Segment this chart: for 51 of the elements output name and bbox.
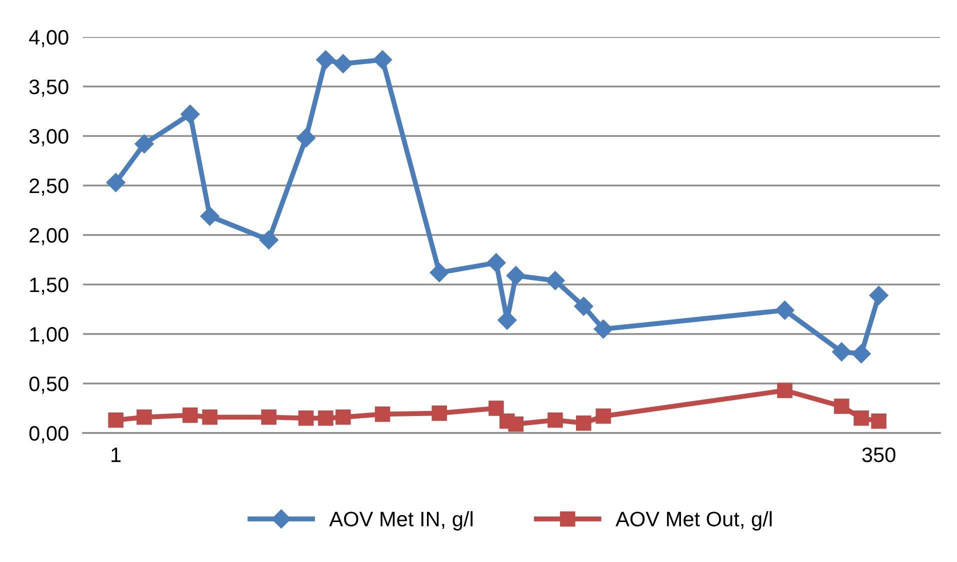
point [775,300,794,320]
point [374,406,390,422]
point [854,410,869,426]
x-tick-label: 1 [112,448,121,462]
point [200,206,220,226]
point [574,296,594,316]
point [334,54,353,74]
point [834,398,850,414]
point [318,410,334,426]
legend-label: AOV Met IN, g/l [329,511,472,531]
y-tick-label: 3,50 [29,80,68,97]
point [134,134,154,154]
point [296,128,316,148]
point [180,104,200,124]
y-tick-label: 2,50 [30,178,68,196]
y-tick-label: 1,50 [30,278,68,295]
y-tick-label: 1,00 [30,327,68,344]
point [261,410,276,425]
y-tick-label: 0,00 [29,426,68,444]
point [852,344,871,364]
point [869,286,888,305]
point [298,410,314,426]
point [594,320,613,339]
legend-label: AOV Met Out, g/l [616,511,772,531]
x-tick-label: 350 [862,447,896,462]
point [106,172,126,192]
point [259,230,278,250]
y-tick-label: 2,00 [30,228,68,246]
point [832,342,852,362]
point [576,415,592,431]
point [488,400,504,416]
point [506,266,526,286]
point [432,406,447,421]
y-tick-label: 4,00 [29,30,68,48]
point [430,263,449,282]
point [336,410,351,425]
point [108,412,124,428]
point [508,416,524,432]
point [182,408,198,423]
point [136,410,152,425]
y-tick-label: 3,00 [29,129,68,146]
point [871,413,886,429]
y-tick-label: 0,50 [29,376,68,394]
point [596,408,611,424]
point [546,271,565,290]
point [372,50,392,70]
point [777,382,792,398]
point [202,410,218,425]
point [548,412,563,428]
point [316,50,336,70]
point [486,253,506,272]
